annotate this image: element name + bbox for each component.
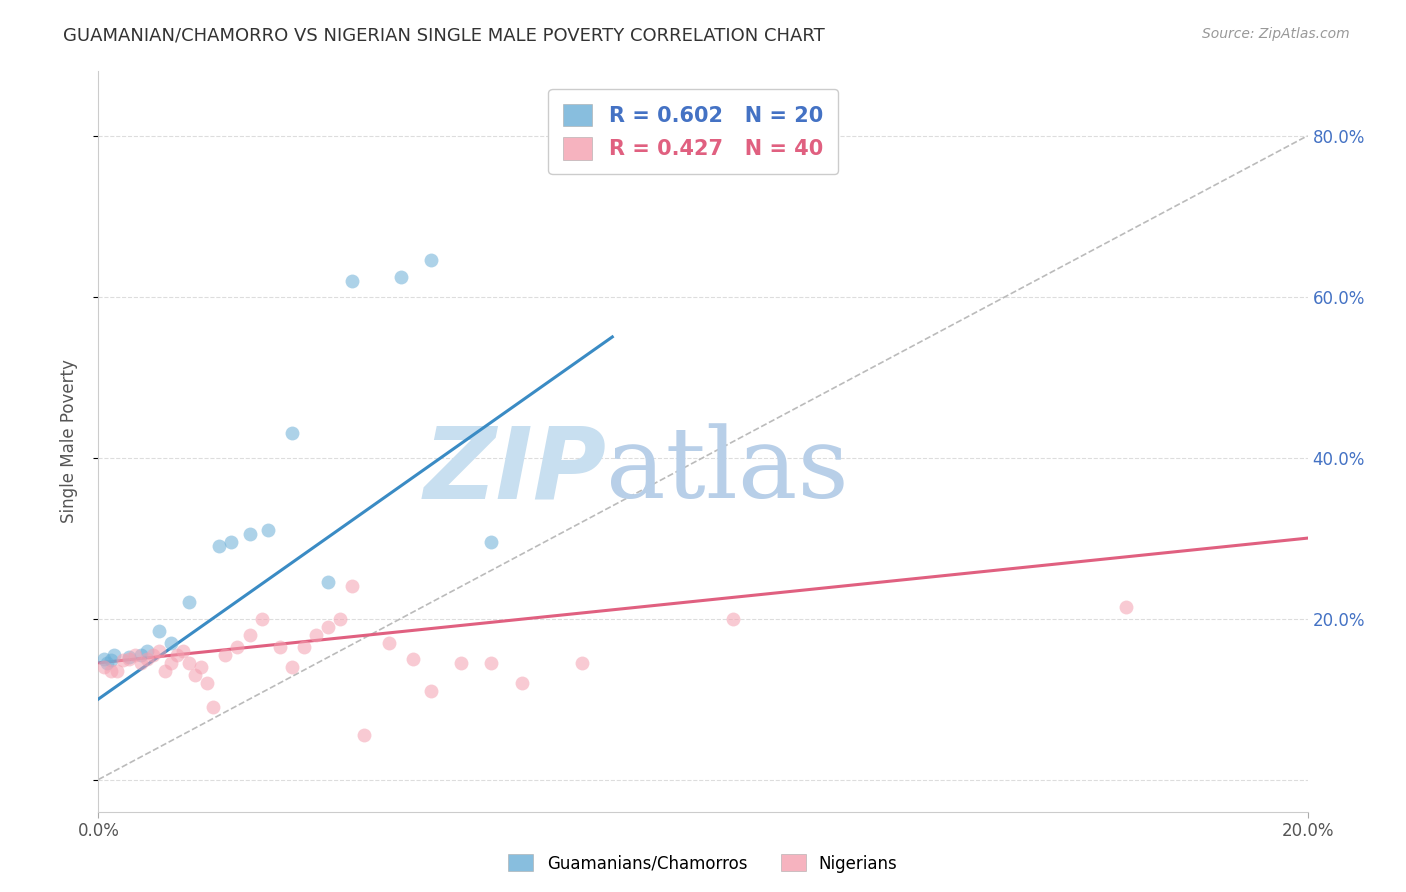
Point: [190, 660, 212, 674]
Point: [124, 648, 146, 662]
Point: [329, 611, 352, 625]
Point: [305, 628, 328, 642]
Point: [316, 619, 339, 633]
Point: [450, 656, 472, 670]
Point: [402, 652, 425, 666]
Point: [208, 539, 231, 553]
Point: [93, 652, 115, 666]
Point: [179, 595, 201, 609]
Point: [148, 644, 170, 658]
Point: [723, 611, 745, 625]
Point: [221, 535, 243, 549]
Point: [420, 253, 443, 268]
Point: [214, 648, 236, 662]
Point: [256, 523, 278, 537]
Point: [316, 575, 339, 590]
Point: [292, 640, 315, 654]
Point: [239, 628, 262, 642]
Point: [377, 636, 399, 650]
Point: [142, 648, 165, 662]
Point: [148, 624, 170, 638]
Point: [389, 269, 412, 284]
Point: [481, 656, 503, 670]
Point: [93, 660, 115, 674]
Point: [342, 274, 364, 288]
Point: [153, 664, 176, 678]
Text: Source: ZipAtlas.com: Source: ZipAtlas.com: [1202, 27, 1350, 41]
Point: [281, 660, 304, 674]
Y-axis label: Single Male Poverty: Single Male Poverty: [59, 359, 77, 524]
Point: [135, 652, 157, 666]
Point: [118, 652, 141, 666]
Point: [281, 426, 304, 441]
Point: [118, 650, 141, 665]
Legend: Guamanians/Chamorros, Nigerians: Guamanians/Chamorros, Nigerians: [502, 847, 904, 880]
Point: [111, 653, 134, 667]
Point: [269, 640, 291, 654]
Point: [179, 656, 201, 670]
Point: [172, 644, 194, 658]
Point: [202, 700, 225, 714]
Point: [105, 664, 128, 678]
Point: [103, 648, 125, 662]
Point: [195, 676, 218, 690]
Point: [100, 664, 122, 678]
Point: [226, 640, 249, 654]
Text: GUAMANIAN/CHAMORRO VS NIGERIAN SINGLE MALE POVERTY CORRELATION CHART: GUAMANIAN/CHAMORRO VS NIGERIAN SINGLE MA…: [63, 27, 825, 45]
Point: [160, 656, 183, 670]
Point: [184, 668, 207, 682]
Point: [1115, 599, 1137, 614]
Point: [239, 527, 262, 541]
Text: atlas: atlas: [606, 424, 849, 519]
Point: [129, 656, 152, 670]
Point: [250, 611, 273, 625]
Point: [420, 684, 443, 698]
Point: [135, 644, 157, 658]
Point: [481, 535, 503, 549]
Text: ZIP: ZIP: [423, 423, 606, 520]
Point: [166, 648, 188, 662]
Point: [129, 648, 152, 662]
Legend: R = 0.602   N = 20, R = 0.427   N = 40: R = 0.602 N = 20, R = 0.427 N = 40: [548, 89, 838, 174]
Point: [571, 656, 593, 670]
Point: [510, 676, 533, 690]
Point: [353, 728, 375, 742]
Point: [100, 653, 122, 667]
Point: [96, 656, 118, 670]
Point: [160, 636, 183, 650]
Point: [342, 579, 364, 593]
